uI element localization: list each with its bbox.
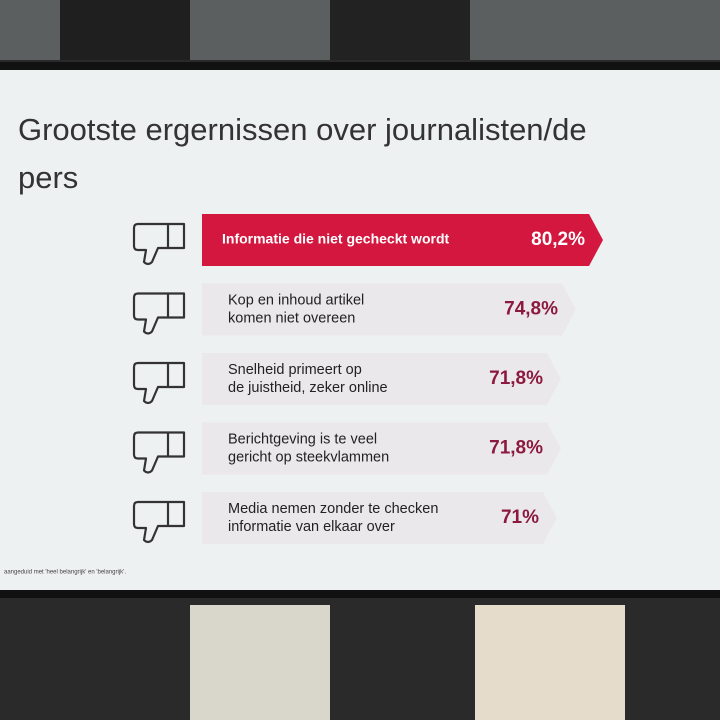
pillar <box>60 0 190 60</box>
thumbs-down-icon <box>132 500 186 544</box>
category-label: Informatie die niet gecheckt wordt <box>222 231 449 247</box>
category-label: Berichtgeving is te veel <box>228 431 377 447</box>
category-label: de juistheid, zeker online <box>228 380 388 396</box>
category-label: Kop en inhoud artikel <box>228 292 364 308</box>
bar <box>202 492 557 544</box>
category-label: informatie van elkaar over <box>228 519 395 535</box>
thumbs-down-icon <box>132 292 186 335</box>
bar <box>202 353 561 405</box>
value-label: 71,8% <box>489 368 543 389</box>
category-label: komen niet overeen <box>228 310 355 326</box>
bar <box>202 422 561 475</box>
bar <box>202 214 603 266</box>
thumbs-down-icon <box>132 361 186 405</box>
bar <box>202 283 576 336</box>
value-label: 80,2% <box>531 229 585 250</box>
thumbs-down-icon <box>132 222 186 266</box>
category-label: Snelheid primeert op <box>228 362 362 378</box>
value-label: 74,8% <box>504 299 558 320</box>
wall <box>475 605 625 720</box>
title-line: pers <box>18 160 78 195</box>
title-line: Grootste ergernissen over journalisten/d… <box>18 112 587 147</box>
value-label: 71,8% <box>489 438 543 459</box>
thumbs-down-icon <box>132 431 186 474</box>
category-label: gericht op steekvlammen <box>228 449 389 465</box>
category-label: Media nemen zonder te checken <box>228 501 438 517</box>
pillar <box>330 0 470 60</box>
value-label: 71% <box>501 507 539 528</box>
footnote: aangeduid met 'heel belangrijk' en 'bela… <box>4 570 126 576</box>
shelf <box>190 605 330 720</box>
